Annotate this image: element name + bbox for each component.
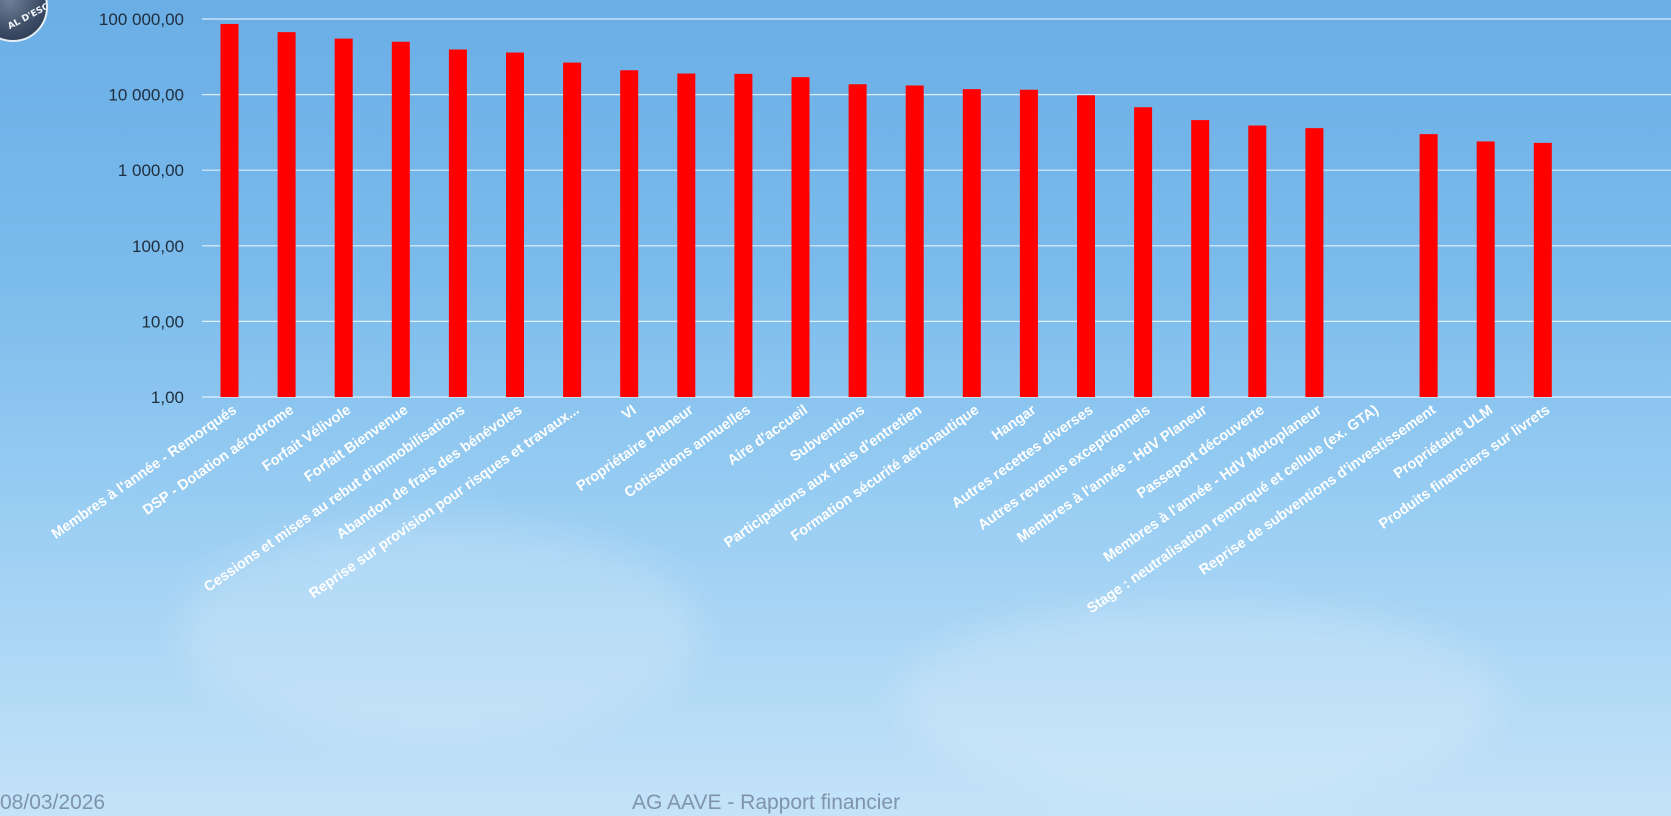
bar: [1419, 134, 1438, 397]
bar: [506, 52, 524, 398]
bar: [277, 32, 296, 398]
x-tick-label: Cessions et mises au rebut d'immobilisat…: [201, 402, 468, 595]
y-tick-label: 10 000,00: [108, 86, 184, 105]
footer-date: 08/03/2026: [0, 791, 106, 814]
bar: [620, 70, 639, 397]
x-tick-label: Propriétaire ULM: [1391, 402, 1496, 482]
gridlines: [202, 18, 1671, 398]
bar: [905, 85, 924, 397]
x-tick-label: Hangar: [989, 402, 1039, 444]
y-tick-label: 100 000,00: [99, 10, 184, 29]
bar: [563, 62, 582, 398]
bar: [1134, 107, 1153, 397]
x-tick-label: VI: [619, 402, 639, 423]
bar: [734, 73, 753, 398]
bar: [1305, 128, 1324, 397]
bar: [677, 73, 696, 397]
bar: [1248, 125, 1267, 398]
y-tick-label: 100,00: [132, 237, 184, 256]
bar: [220, 23, 239, 398]
bar: [848, 84, 867, 398]
bar: [1533, 142, 1552, 397]
bar: [962, 89, 981, 398]
bar: [1476, 141, 1495, 397]
bar: [448, 49, 467, 398]
bar: [1019, 89, 1038, 397]
bar: [1191, 120, 1210, 397]
y-tick-label: 10,00: [141, 312, 184, 331]
x-tick-label: Reprise sur provision pour risques et tr…: [307, 402, 583, 602]
bar: [391, 41, 410, 397]
y-tick-label: 1,00: [151, 388, 184, 407]
bar: [1077, 95, 1095, 397]
bars: [220, 23, 1552, 398]
x-tick-label: Participations aux frais d'entretien: [722, 402, 925, 551]
footer-title: AG AAVE - Rapport financier: [632, 791, 901, 814]
bar: [334, 38, 353, 398]
bar: [791, 77, 810, 397]
y-tick-label: 1 000,00: [118, 161, 184, 180]
y-axis-ticks: 1,00 10,00 100,00 1 000,00 10 000,00 100 000,…: [99, 10, 184, 407]
